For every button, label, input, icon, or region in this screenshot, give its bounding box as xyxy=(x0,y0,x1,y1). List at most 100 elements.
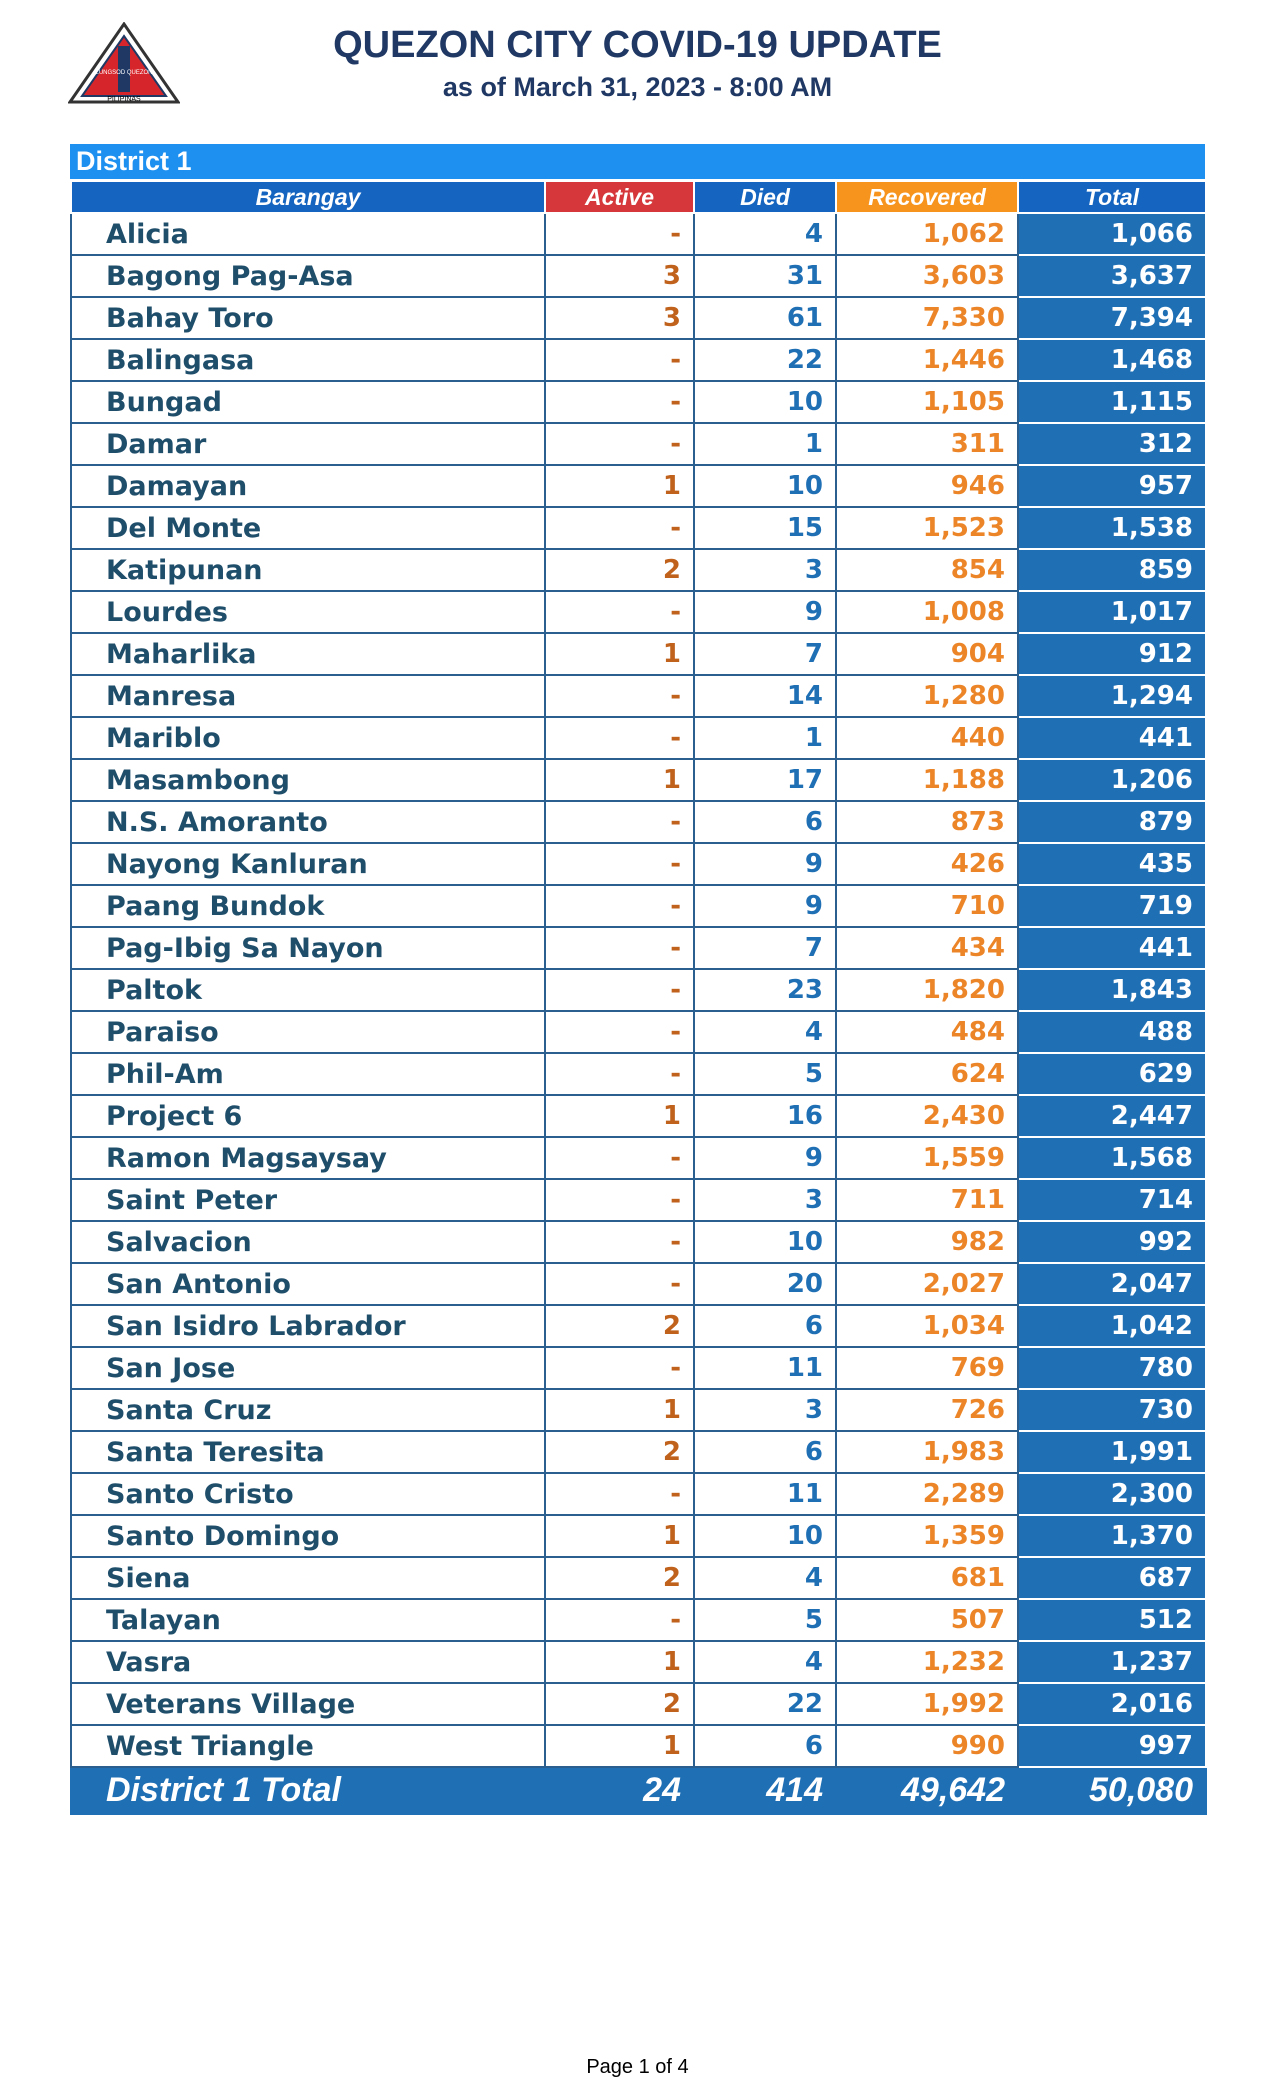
row: Vasra 1 4 1,232 1,237 xyxy=(70,1640,1207,1684)
cell: 1,062 xyxy=(835,212,1019,256)
cell: 3 xyxy=(544,296,695,340)
row: Bungad -10 1,105 1,115 xyxy=(70,380,1207,424)
barangay-name: Vasra xyxy=(70,1640,546,1684)
cell: - xyxy=(544,1346,695,1390)
barangay-name: Maharlika xyxy=(70,632,546,676)
cell: 4 xyxy=(693,1010,837,1054)
cell: 441 xyxy=(1017,926,1207,970)
cell: 10 xyxy=(693,1220,837,1264)
cell: - xyxy=(544,674,695,718)
cell: 11 xyxy=(693,1472,837,1516)
cell: - xyxy=(544,590,695,634)
cell: 687 xyxy=(1017,1556,1207,1600)
cell: 6 xyxy=(693,1430,837,1474)
row: San Antonio -20 2,027 2,047 xyxy=(70,1262,1207,1306)
cell: 1 xyxy=(544,1514,695,1558)
barangay-name: Mariblo xyxy=(70,716,546,760)
cell: 1,188 xyxy=(835,758,1019,802)
row: Damar -1 311 312 xyxy=(70,422,1207,466)
subtitle: as of March 31, 2023 - 8:00 AM xyxy=(442,72,833,102)
cell: 1,820 xyxy=(835,968,1019,1012)
barangay-name: Bagong Pag-Asa xyxy=(70,254,546,298)
cell: 1 xyxy=(544,1094,695,1138)
row: Katipunan 2 3 854 859 xyxy=(70,548,1207,592)
cell: 2 xyxy=(544,1304,695,1348)
cell: 4 xyxy=(693,212,837,256)
cell: 1,446 xyxy=(835,338,1019,382)
row: Maharlika 1 7 904 912 xyxy=(70,632,1207,676)
cell: 859 xyxy=(1017,548,1207,592)
barangay-name: Phil-Am xyxy=(70,1052,546,1096)
cell: 5 xyxy=(693,1052,837,1096)
column-header: Barangay xyxy=(70,180,546,214)
cell: - xyxy=(544,422,695,466)
cell: 9 xyxy=(693,1136,837,1180)
cell: - xyxy=(544,968,695,1012)
cell: 507 xyxy=(835,1598,1019,1642)
cell: 440 xyxy=(835,716,1019,760)
row: Santo Cristo -11 2,289 2,300 xyxy=(70,1472,1207,1516)
column-header: Died xyxy=(693,180,837,214)
barangay-name: Project 6 xyxy=(70,1094,546,1138)
cell: 1 xyxy=(544,1640,695,1684)
cell: 1,237 xyxy=(1017,1640,1207,1684)
cell: 1 xyxy=(693,422,837,466)
cell: - xyxy=(544,1010,695,1054)
barangay-name: Damar xyxy=(70,422,546,466)
cell: 488 xyxy=(1017,1010,1207,1054)
barangay-name: Santo Domingo xyxy=(70,1514,546,1558)
barangay-name: San Jose xyxy=(70,1346,546,1390)
cell: 2,047 xyxy=(1017,1262,1207,1306)
cell: 780 xyxy=(1017,1346,1207,1390)
barangay-name: Damayan xyxy=(70,464,546,508)
cell: 1,992 xyxy=(835,1682,1019,1726)
barangay-name: Nayong Kanluran xyxy=(70,842,546,886)
barangay-name: Ramon Magsaysay xyxy=(70,1136,546,1180)
cell: 726 xyxy=(835,1388,1019,1432)
barangay-name: Bahay Toro xyxy=(70,296,546,340)
cell: - xyxy=(544,926,695,970)
cell: 7,394 xyxy=(1017,296,1207,340)
cell: 2 xyxy=(544,548,695,592)
barangay-name: N.S. Amoranto xyxy=(70,800,546,844)
cell: 681 xyxy=(835,1556,1019,1600)
row: San Jose -11 769 780 xyxy=(70,1346,1207,1390)
cell: 1,370 xyxy=(1017,1514,1207,1558)
row: Lourdes -9 1,008 1,017 xyxy=(70,590,1207,634)
cell: 426 xyxy=(835,842,1019,886)
row: San Isidro Labrador 2 6 1,034 1,042 xyxy=(70,1304,1207,1348)
cell: 730 xyxy=(1017,1388,1207,1432)
cell: - xyxy=(544,800,695,844)
cell: 1 xyxy=(544,758,695,802)
cell: 1,568 xyxy=(1017,1136,1207,1180)
cell: 311 xyxy=(835,422,1019,466)
cell: 1,991 xyxy=(1017,1430,1207,1474)
cell: 1,538 xyxy=(1017,506,1207,550)
total-cell: 24 xyxy=(544,1766,695,1815)
row: Bagong Pag-Asa 3 31 3,603 3,637 xyxy=(70,254,1207,298)
row: Ramon Magsaysay -9 1,559 1,568 xyxy=(70,1136,1207,1180)
cell: - xyxy=(544,1220,695,1264)
column-header: Total xyxy=(1017,180,1207,214)
cell: 10 xyxy=(693,464,837,508)
barangay-name: Paang Bundok xyxy=(70,884,546,928)
cell: 1,468 xyxy=(1017,338,1207,382)
cell: 61 xyxy=(693,296,837,340)
row: Siena 2 4 681 687 xyxy=(70,1556,1207,1600)
row: Damayan 1 10 946 957 xyxy=(70,464,1207,508)
logo-bottom: PILIPINAS xyxy=(107,96,141,103)
barangay-name: Saint Peter xyxy=(70,1178,546,1222)
barangay-name: Pag-Ibig Sa Nayon xyxy=(70,926,546,970)
barangay-name: San Antonio xyxy=(70,1262,546,1306)
column-header: Active xyxy=(544,180,695,214)
cell: 1,206 xyxy=(1017,758,1207,802)
cell: 719 xyxy=(1017,884,1207,928)
total-cell: 49,642 xyxy=(835,1766,1019,1815)
cell: 1,359 xyxy=(835,1514,1019,1558)
cell: 2 xyxy=(544,1682,695,1726)
cell: 1,294 xyxy=(1017,674,1207,718)
cell: 624 xyxy=(835,1052,1019,1096)
cell: 9 xyxy=(693,590,837,634)
cell: 16 xyxy=(693,1094,837,1138)
cell: - xyxy=(544,1472,695,1516)
